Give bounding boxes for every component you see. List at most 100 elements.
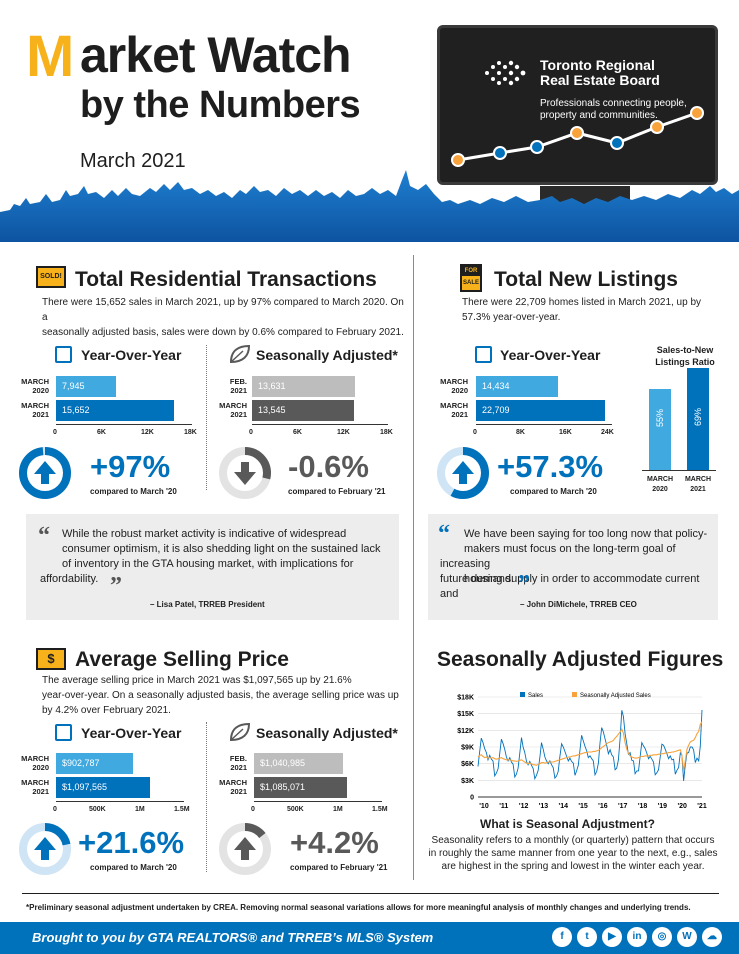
ratio-bar: 69% — [687, 368, 709, 470]
ratio-label-line-2: 2021 — [690, 486, 706, 493]
for-sale-tag-line-1: FOR — [462, 266, 480, 276]
yoy-bar: $902,787 — [56, 753, 134, 774]
quote-box — [26, 514, 399, 620]
sa-bar: 13,545 — [252, 400, 355, 421]
up-arrow-icon — [19, 823, 71, 875]
quote-text-end: future demand. — [440, 573, 514, 585]
sales-series-line — [477, 709, 703, 781]
bar-label-line-2: 2021 — [32, 410, 49, 419]
transactions-yoy-compare: compared to March '20 — [90, 487, 177, 496]
legend-label-sa-sales: Seasonally Adjusted Sales — [580, 693, 651, 699]
x-tick-label: '17 — [618, 803, 628, 810]
ratio-label-2020: MARCH 2020 — [644, 475, 676, 495]
sub-divider — [206, 722, 207, 872]
instagram-icon[interactable]: ◎ — [652, 927, 672, 947]
wordpress-icon[interactable]: W — [677, 927, 697, 947]
y-tick-label: $15K — [457, 711, 474, 718]
chart-lines — [477, 709, 703, 781]
transactions-summary: There were 15,652 sales in March 2021, u… — [42, 295, 407, 340]
bar-label-feb-2021: FEB. 2021 — [213, 754, 247, 772]
sold-sign-icon: SOLD! — [36, 266, 66, 288]
sa-bar: $1,085,071 — [254, 777, 347, 798]
yoy-bar: 15,652 — [56, 400, 175, 421]
legend-swatch-sales — [520, 692, 525, 697]
y-tick-label: $9K — [461, 745, 474, 752]
soundcloud-icon[interactable]: ☁ — [702, 927, 722, 947]
quote-box — [428, 514, 718, 620]
sa-bar: $1,040,985 — [254, 753, 343, 774]
listings-yoy-pct: +57.3% — [497, 449, 604, 484]
what-is-sa-line-1: Seasonality refers to a monthly (or quar… — [431, 835, 715, 846]
bar-label-line-2: 2021 — [32, 787, 49, 796]
price-yoy-compare: compared to March '20 — [90, 863, 177, 872]
for-sale-sign-icon: FOR SALE — [460, 264, 482, 292]
quote-attribution: – John DiMichele, TRREB CEO — [520, 600, 637, 609]
bar-label-line-1: FEB. — [229, 754, 247, 763]
listings-summary-line-1: There were 22,709 homes listed in March … — [462, 297, 702, 308]
bar-label-feb-2021: FEB. 2021 — [213, 377, 247, 395]
ratio-label-line-2: 2020 — [652, 486, 668, 493]
ratio-bar-label: 69% — [693, 408, 703, 427]
x-tick: 0 — [53, 806, 57, 813]
what-is-sa-line-3: are highest in the spring and lowest in … — [441, 861, 705, 872]
what-is-sa-text: Seasonality refers to a monthly (or quar… — [428, 834, 718, 873]
yoy-bar: 22,709 — [476, 400, 605, 421]
price-summary-line-1: The average selling price in March 2021 … — [42, 675, 352, 686]
x-tick: 6K — [293, 429, 302, 436]
x-tick: 18K — [380, 429, 393, 436]
bar-label-mar-2021: MARCH 2021 — [213, 401, 247, 419]
seasonally-adjusted-chart: 0 $3K $6K $9K $12K $15K $18K '10 '11 '12 '13 '14 '15… — [457, 692, 707, 810]
x-tick-label: '15 — [578, 803, 588, 810]
bar-label-line-2: 2021 — [451, 410, 468, 419]
quote-attribution: – Lisa Patel, TRREB President — [150, 600, 265, 609]
x-tick-label: '20 — [677, 803, 687, 810]
quote-text: While the robust market activity is indi… — [40, 527, 388, 572]
listings-title: Total New Listings — [494, 268, 678, 291]
x-tick: 0 — [53, 429, 57, 436]
bar-label-line-1: MARCH — [21, 778, 49, 787]
x-tick: 1M — [333, 806, 343, 813]
x-tick-label: '14 — [559, 803, 569, 810]
leaf-icon — [229, 722, 251, 742]
bar-label-2021: MARCH 2021 — [434, 401, 468, 419]
x-tick: 8K — [516, 429, 525, 436]
brand-tagline-line-1: Professionals connecting people, — [540, 98, 687, 109]
quote-line: consumer optimism, it is also shedding l… — [62, 543, 381, 555]
quote-text-end: affordability. — [40, 573, 99, 585]
x-tick-label: '12 — [519, 803, 529, 810]
x-tick: 0 — [251, 806, 255, 813]
youtube-icon[interactable]: ▶ — [602, 927, 622, 947]
x-tick: 18K — [184, 429, 197, 436]
y-tick-label: $3K — [461, 778, 474, 785]
quote-text: We have been saying for too long now tha… — [440, 527, 710, 602]
bar-label-line-2: 2020 — [451, 386, 468, 395]
x-tick: 1M — [135, 806, 145, 813]
x-tick: 1.5M — [174, 806, 190, 813]
open-quote-icon: “ — [438, 521, 450, 547]
linkedin-icon[interactable]: in — [627, 927, 647, 947]
x-tick: 24K — [601, 429, 614, 436]
transactions-yoy-title: Year-Over-Year — [81, 347, 182, 363]
monitor-graphic — [437, 25, 718, 185]
sub-divider — [206, 345, 207, 490]
city-skyline — [0, 170, 739, 250]
facebook-icon[interactable]: f — [552, 927, 572, 947]
x-axis — [476, 424, 612, 425]
brand-tagline-line-2: property and communities. — [540, 110, 658, 121]
y-tick-label: 0 — [470, 795, 474, 802]
x-tick: 12K — [141, 429, 154, 436]
x-tick-label: '16 — [598, 803, 608, 810]
bar-label-2021: MARCH 2021 — [15, 401, 49, 419]
quote-line: of inventory in the GTA housing market, … — [62, 558, 354, 570]
y-tick-label: $12K — [457, 728, 474, 735]
bar-label-2021: MARCH 2021 — [15, 778, 49, 796]
report-date: March 2021 — [80, 150, 186, 172]
x-axis — [56, 801, 184, 802]
up-arrow-icon — [437, 447, 489, 499]
x-tick-label: '21 — [697, 803, 707, 810]
quote-line: housing supply in order to accommodate c… — [440, 573, 700, 600]
twitter-icon[interactable]: t — [577, 927, 597, 947]
column-divider — [413, 255, 414, 880]
ratio-label-line-1: MARCH — [684, 476, 712, 483]
x-tick-label: '11 — [499, 803, 508, 810]
